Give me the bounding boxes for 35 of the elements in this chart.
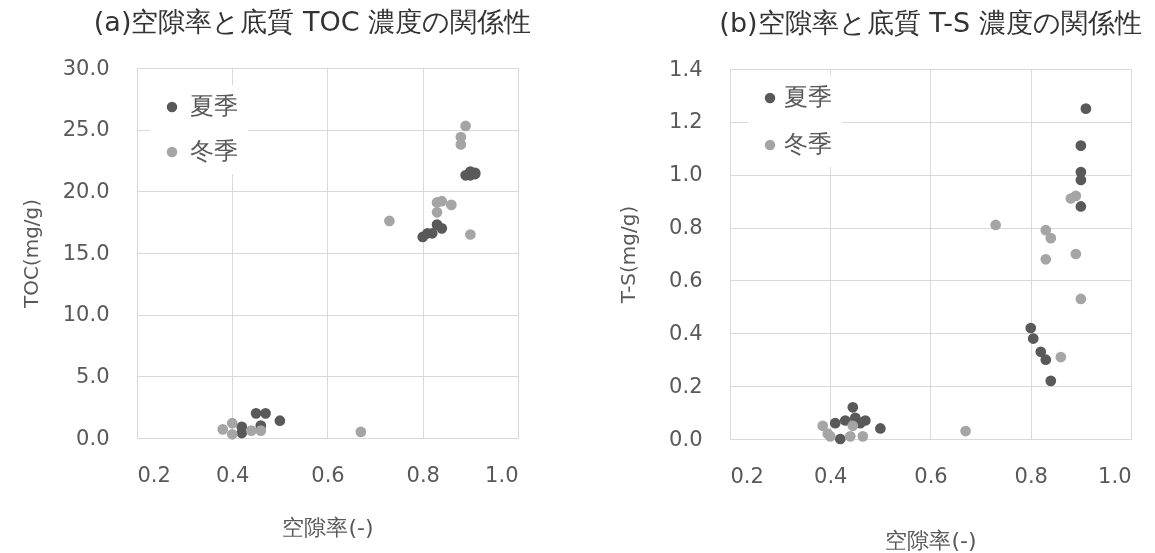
y-tick-label: 10.0 xyxy=(62,302,110,327)
x-tick-label: 0.4 xyxy=(814,463,848,488)
x-tick-label: 0.2 xyxy=(137,462,171,487)
y-axis-title: TOC(mg/g) xyxy=(18,198,43,310)
y-tick-label: 0.0 xyxy=(669,426,703,451)
chart-title: (b)空隙率と底質 T-S 濃度の関係性 xyxy=(719,7,1142,38)
y-tick-label: 1.0 xyxy=(669,162,703,187)
x-axis-title: 空隙率(-) xyxy=(282,514,374,540)
x-tick-label: 0.6 xyxy=(914,463,948,488)
x-tick-label: 0.8 xyxy=(1014,463,1048,488)
x-tick-label: 1.0 xyxy=(485,462,519,487)
y-tick-label: 1.2 xyxy=(669,109,703,134)
x-tick-label: 1.0 xyxy=(1098,463,1132,488)
x-axis-title: 空隙率(-) xyxy=(885,527,977,553)
y-tick-label: 0.4 xyxy=(669,320,703,345)
y-tick-label: 5.0 xyxy=(76,363,110,388)
chart-title: (a)空隙率と底質 TOC 濃度の関係性 xyxy=(93,6,532,37)
y-tick-label: 0.8 xyxy=(669,215,703,240)
x-tick-label: 0.4 xyxy=(216,462,250,487)
y-tick-label: 0.0 xyxy=(76,425,110,450)
y-tick-label: 30.0 xyxy=(62,55,110,80)
legend-label: 冬季 xyxy=(784,130,832,158)
x-tick-label: 0.6 xyxy=(311,462,345,487)
x-tick-label: 0.8 xyxy=(406,462,440,487)
y-tick-label: 20.0 xyxy=(62,178,110,203)
y-tick-label: 1.4 xyxy=(669,56,703,81)
x-tick-label: 0.2 xyxy=(730,463,764,488)
y-axis-title: T-S(mg/g) xyxy=(616,205,641,305)
legend-label: 冬季 xyxy=(190,137,238,165)
y-tick-label: 0.6 xyxy=(669,267,703,292)
y-tick-label: 0.2 xyxy=(669,373,703,398)
legend-label: 夏季 xyxy=(784,83,832,111)
y-tick-label: 25.0 xyxy=(62,117,110,142)
y-tick-label: 15.0 xyxy=(62,240,110,265)
legend-label: 夏季 xyxy=(190,92,238,120)
